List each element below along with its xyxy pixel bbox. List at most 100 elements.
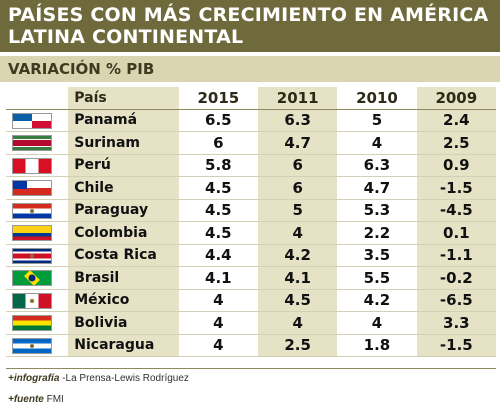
table-row: Brasil 4.1 4.1 5.5 -0.2 [6,266,496,290]
table-row: Costa Rica 4.4 4.2 3.5 -1.1 [6,244,496,267]
flag-cell [6,244,69,267]
value-2015: 4 [178,289,258,312]
header-2009: 2009 [416,87,496,110]
country-cell: Panamá [68,109,179,132]
value-2010: 5.5 [337,266,417,290]
flag-cell [6,266,69,290]
value-2011: 4.2 [258,244,338,267]
country-cell: Nicaragua [68,334,179,357]
country-cell: Costa Rica [68,244,179,267]
flag-cell [6,311,69,335]
title-block: PAÍSES CON MÁS CRECIMIENTO EN AMÉRICA LA… [0,0,500,52]
value-2010: 2.2 [337,221,417,245]
value-2015: 4.4 [178,244,258,267]
suriname-flag-icon [12,135,52,152]
value-2011: 5 [258,199,338,222]
brazil-flag-icon [12,270,52,287]
value-2015: 6 [178,131,258,155]
header-2015: 2015 [178,87,258,110]
panama-flag-icon [12,112,52,129]
value-2009: -1.5 [416,334,496,357]
flag-cell [6,289,69,312]
value-2015: 4.5 [178,221,258,245]
value-2015: 4 [178,334,258,357]
value-2015: 4.5 [178,176,258,200]
header-2011: 2011 [258,87,338,110]
peru-flag-icon [12,157,52,174]
value-2009: 0.1 [416,221,496,245]
value-2015: 5.8 [178,154,258,177]
table-row: Paraguay 4.5 5 5.3 -4.5 [6,199,496,222]
flag-cell [6,154,69,177]
flag-cell [6,109,69,132]
infografia-label: +infografía [8,373,60,384]
flag-cell [6,131,69,155]
value-2009: 0.9 [416,154,496,177]
paraguay-flag-icon [12,202,52,219]
value-2009: -0.2 [416,266,496,290]
table-row: México 4 4.5 4.2 -6.5 [6,289,496,312]
header-country: País [68,87,179,110]
value-2010: 4 [337,311,417,335]
value-2010: 4 [337,131,417,155]
flag-cell [6,221,69,245]
value-2015: 4.1 [178,266,258,290]
value-2009: -1.1 [416,244,496,267]
colombia-flag-icon [12,225,52,242]
country-cell: Surinam [68,131,179,155]
country-cell: Paraguay [68,199,179,222]
costa-rica-flag-icon [12,247,52,264]
country-cell: Colombia [68,221,179,245]
table-row: Nicaragua 4 2.5 1.8 -1.5 [6,334,496,357]
bottom-rule [6,368,496,369]
table-row: Chile 4.5 6 4.7 -1.5 [6,176,496,200]
value-2010: 1.8 [337,334,417,357]
value-2011: 6 [258,176,338,200]
table-row: Perú 5.8 6 6.3 0.9 [6,154,496,177]
fuente-text: FMI [43,394,64,405]
value-2011: 6.3 [258,109,338,132]
value-2011: 4.1 [258,266,338,290]
value-2010: 5 [337,109,417,132]
credit-fuente: +fuente FMI [8,394,64,405]
gdp-table: País 2015 2011 2010 2009 Panamá 6.5 6.3 5 2.… [6,87,496,357]
title-line-2: LATINA CONTINENTAL [8,26,244,48]
value-2010: 3.5 [337,244,417,267]
credit-infografia: +infografía -La Prensa-Lewis Rodríguez [8,373,189,384]
value-2009: 2.4 [416,109,496,132]
table-row: Colombia 4.5 4 2.2 0.1 [6,221,496,245]
value-2009: 3.3 [416,311,496,335]
value-2011: 4 [258,221,338,245]
country-cell: Brasil [68,266,179,290]
value-2011: 4.7 [258,131,338,155]
value-2010: 4.2 [337,289,417,312]
fuente-label: +fuente [8,394,44,405]
value-2009: -1.5 [416,176,496,200]
subtitle: VARIACIÓN % PIB [0,56,500,82]
table-row: Bolivia 4 4 4 3.3 [6,311,496,335]
value-2011: 6 [258,154,338,177]
value-2015: 6.5 [178,109,258,132]
country-cell: México [68,289,179,312]
table-row: Panamá 6.5 6.3 5 2.4 [6,109,496,132]
nicaragua-flag-icon [12,337,52,354]
country-cell: Bolivia [68,311,179,335]
flag-cell [6,176,69,200]
value-2010: 5.3 [337,199,417,222]
chile-flag-icon [12,180,52,197]
flag-cell [6,334,69,357]
mexico-flag-icon [12,292,52,309]
table-row: Surinam 6 4.7 4 2.5 [6,131,496,155]
value-2009: -6.5 [416,289,496,312]
value-2015: 4 [178,311,258,335]
flag-cell [6,199,69,222]
value-2009: -4.5 [416,199,496,222]
value-2015: 4.5 [178,199,258,222]
value-2011: 2.5 [258,334,338,357]
header-2010: 2010 [337,87,417,110]
infografia-text: -La Prensa-Lewis Rodríguez [59,373,189,384]
value-2009: 2.5 [416,131,496,155]
flag-header [6,87,69,110]
table-header-row: País 2015 2011 2010 2009 [6,87,496,110]
bolivia-flag-icon [12,315,52,332]
